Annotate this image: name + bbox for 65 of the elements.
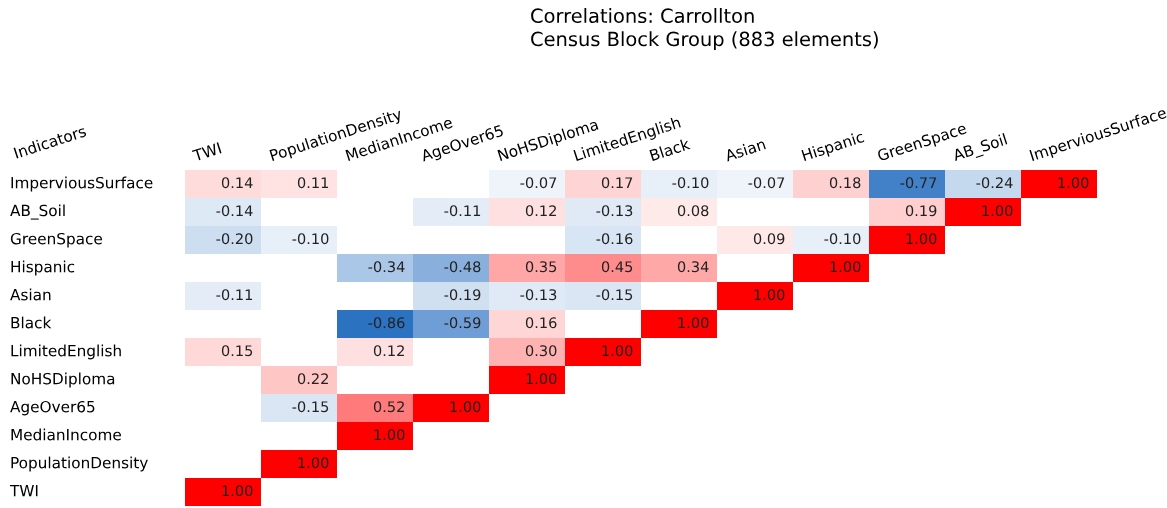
data-label: -0.15 (596, 289, 633, 301)
data-label: -0.07 (748, 177, 785, 189)
data-label: 0.11 (297, 177, 329, 189)
data-label: 0.08 (677, 205, 709, 217)
data-label: -0.10 (824, 233, 861, 245)
y-tick-label: GreenSpace (10, 232, 102, 248)
data-label: 1.00 (298, 457, 329, 469)
data-label: 1.00 (982, 205, 1013, 217)
data-label: -0.16 (596, 233, 633, 245)
data-label: -0.10 (672, 177, 709, 189)
data-label: 0.18 (829, 177, 861, 189)
data-label: 1.00 (1058, 177, 1089, 189)
data-label: 0.12 (525, 205, 556, 217)
data-label: 1.00 (678, 317, 709, 329)
data-label: -0.13 (596, 205, 633, 217)
data-label: 0.19 (905, 205, 937, 217)
chart-title: Correlations: Carrollton Census Block Group (883 elements) (531, 8, 878, 51)
x-tick-label: Asian (723, 137, 766, 162)
y-tick-label: Black (11, 316, 52, 329)
data-label: 0.09 (753, 233, 785, 245)
data-label: -0.48 (444, 261, 481, 273)
data-label: 0.12 (373, 345, 404, 357)
data-label: 1.00 (526, 373, 557, 385)
data-label: -0.20 (216, 233, 253, 245)
data-label: 0.15 (221, 345, 253, 357)
data-label: 0.45 (601, 261, 633, 273)
y-tick-label: AgeOver65 (10, 400, 95, 416)
data-label: 0.30 (525, 345, 557, 357)
data-label: -0.19 (444, 289, 481, 301)
y-tick-label: PopulationDensity (11, 456, 148, 472)
data-label: -0.11 (216, 289, 253, 301)
y-tick-label: Asian (10, 288, 51, 301)
data-label: -0.14 (216, 205, 253, 217)
data-label: -0.77 (900, 177, 937, 189)
data-label: -0.07 (520, 177, 557, 189)
data-label: 1.00 (602, 345, 633, 357)
y-tick-label: Hispanic (11, 260, 75, 276)
data-label: -0.86 (368, 317, 405, 329)
y-tick-label: LimitedEnglish (11, 344, 121, 360)
data-label: 1.00 (754, 289, 785, 301)
data-label: 0.34 (677, 261, 709, 273)
y-tick-label: AB_Soil (10, 204, 65, 220)
data-label: -0.34 (368, 261, 405, 273)
data-label: -0.15 (292, 401, 329, 413)
y-tick-label: ImperviousSurface (11, 176, 153, 192)
data-label: 0.17 (601, 177, 633, 189)
data-label: 1.00 (450, 401, 481, 413)
x-tick-label: TWI (191, 142, 222, 162)
data-label: 0.52 (373, 401, 404, 413)
data-label: 1.00 (906, 233, 937, 245)
data-label: -0.11 (444, 205, 481, 217)
y-tick-label: NoHSDiploma (11, 372, 115, 388)
data-label: -0.13 (520, 289, 557, 301)
y-tick-label: MedianIncome (11, 428, 121, 441)
data-label: 1.00 (830, 261, 861, 273)
data-label: 0.14 (221, 177, 253, 189)
data-label: -0.59 (444, 317, 481, 329)
data-label: 0.22 (297, 373, 328, 385)
data-label: 1.00 (374, 429, 405, 441)
data-label: -0.24 (976, 177, 1013, 189)
data-label: 1.00 (222, 485, 253, 497)
data-label: -0.10 (292, 233, 329, 245)
y-tick-label: TWI (9, 485, 38, 497)
data-label: 0.16 (525, 317, 557, 329)
data-label: 0.35 (525, 261, 557, 273)
